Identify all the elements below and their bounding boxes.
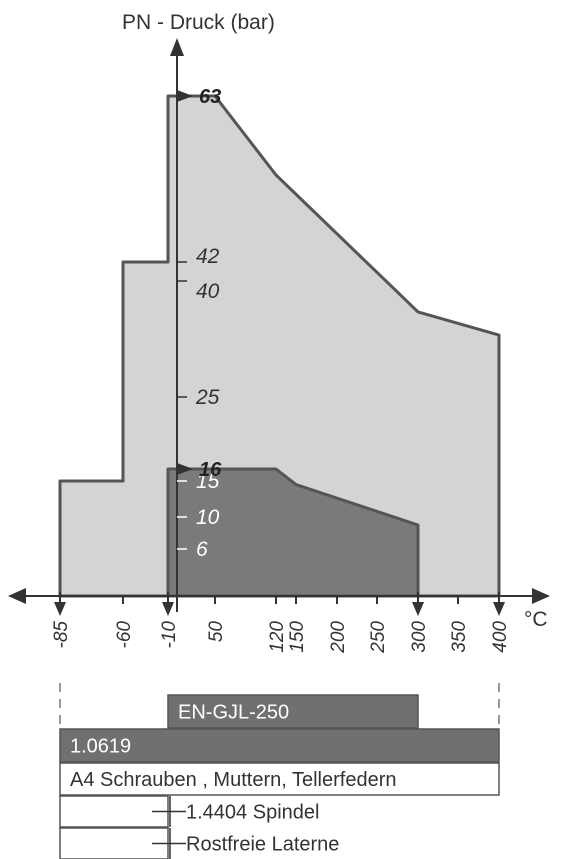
x-tick-arrow-head — [412, 602, 424, 616]
material-bar — [59, 762, 500, 796]
x-tick-label: 350 — [449, 621, 470, 653]
y-tick-label: 25 — [195, 386, 220, 409]
material-bar-label: A4 Schrauben , Muttern, Tellerfedern — [70, 769, 396, 791]
x-tick-label: 400 — [490, 621, 511, 653]
material-bar-label: Rostfreie Laterne — [186, 834, 339, 856]
x-axis-left-arrow — [8, 588, 26, 604]
x-tick-labels: -85 -60 -10 50 120 150 200 250 300 350 400 — [51, 592, 511, 654]
material-bar-label: 1.0619 — [70, 736, 131, 758]
y-tick-label: 42 — [196, 245, 220, 268]
pressure-areas — [58, 94, 501, 598]
y-axis-arrow — [170, 38, 184, 56]
y-tick-label: 40 — [196, 280, 220, 303]
x-tick-label: 120 — [267, 621, 288, 653]
material-bar — [59, 728, 500, 763]
x-tick-label: 150 — [287, 621, 308, 653]
x-tick-arrow-head — [54, 602, 66, 616]
x-tick-label: -10 — [159, 621, 180, 649]
x-tick-arrow-head — [162, 602, 174, 616]
y-tick-label: 6 — [196, 538, 208, 561]
y-tick-label: 10 — [196, 506, 220, 529]
x-tick-arrow-head — [493, 602, 505, 616]
x-tick-label: 250 — [368, 621, 389, 654]
y-tick-label: 15 — [196, 470, 220, 493]
y-tick-label: 63 — [199, 86, 221, 108]
y-tick-arrow — [177, 90, 193, 102]
x-tick-label: -85 — [51, 621, 72, 649]
material-bar — [59, 795, 169, 828]
x-axis-label: °C — [524, 608, 548, 631]
x-tick-label: 200 — [328, 621, 349, 654]
y-axis-label: PN - Druck (bar) — [122, 11, 275, 34]
material-bars: EN-GJL-250 1.0619 A4 Schrauben , Muttern, … — [59, 683, 500, 859]
material-bar — [59, 827, 169, 859]
y-tick-arrow — [177, 463, 193, 475]
material-bar-label: 1.4404 Spindel — [186, 802, 319, 824]
y-tick-label: 16 — [199, 459, 222, 481]
material-bar — [167, 694, 419, 729]
x-tick-label: 300 — [409, 621, 430, 653]
material-bar-label: EN-GJL-250 — [178, 702, 289, 724]
x-axis-right-arrow — [532, 588, 550, 604]
x-tick-label: -60 — [114, 621, 135, 649]
x-tick-label: 50 — [206, 621, 227, 643]
chart-axes — [8, 38, 550, 612]
